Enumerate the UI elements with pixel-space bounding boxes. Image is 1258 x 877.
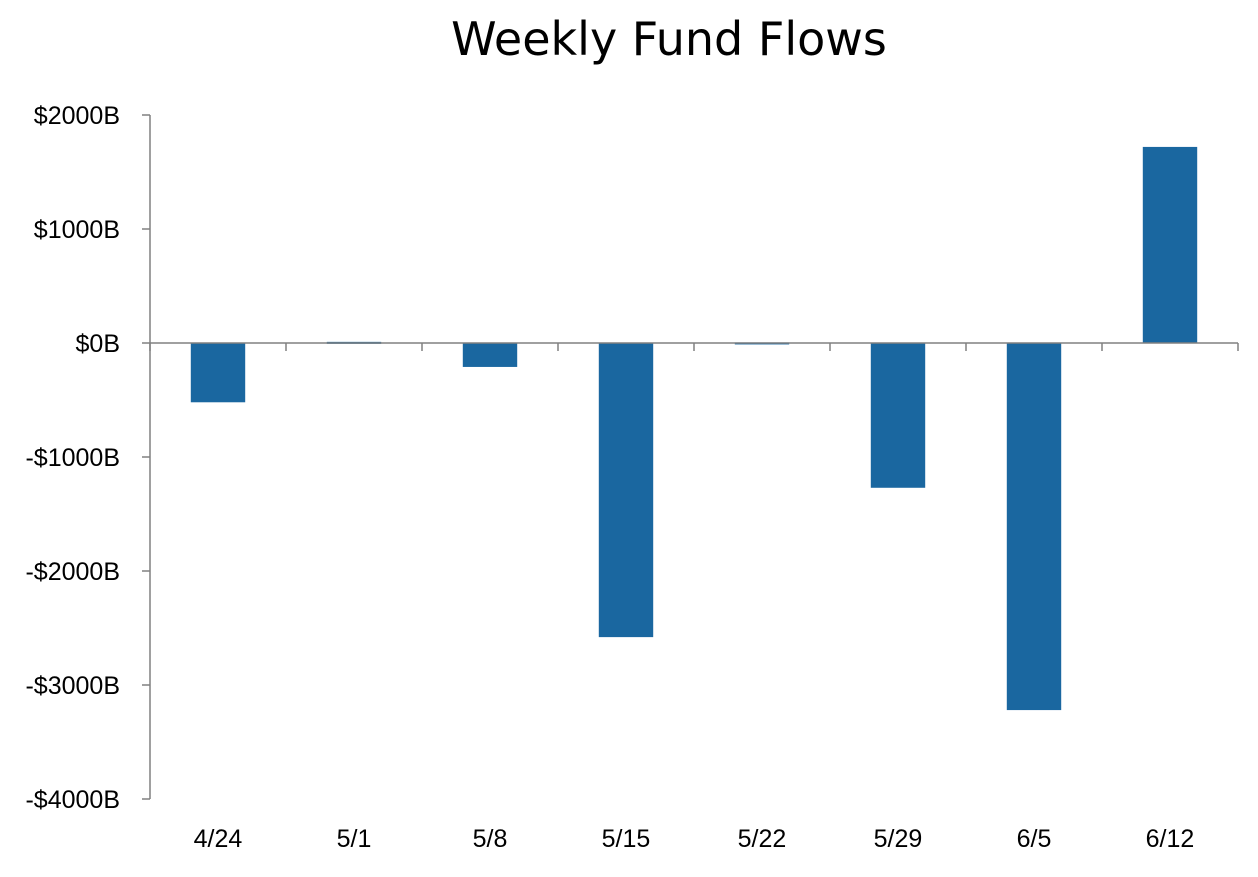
x-tick-label: 5/8 <box>473 825 508 853</box>
x-tick-label: 6/5 <box>1017 825 1052 853</box>
y-tick-label: -$2000B <box>25 558 120 586</box>
x-tick-label: 6/12 <box>1146 825 1195 853</box>
x-tick-label: 5/29 <box>874 825 923 853</box>
bar-series <box>190 146 1198 711</box>
y-tick-label: $1000B <box>34 216 120 244</box>
x-tick-label: 4/24 <box>194 825 243 853</box>
bar-5-8 <box>462 343 518 367</box>
bar-4-24 <box>190 343 246 403</box>
bar-6-12 <box>1142 146 1198 343</box>
x-axis: 4/24 5/1 5/8 5/15 5/22 5/29 6/5 6/12 <box>149 342 1239 853</box>
x-tick-label: 5/22 <box>738 825 787 853</box>
y-axis: $2000B $1000B $0B -$1000B -$2000B -$3000B -$40… <box>25 102 151 814</box>
y-tick-label: $2000B <box>34 102 120 130</box>
y-tick-label: -$3000B <box>25 672 120 700</box>
bar-6-5 <box>1006 343 1062 711</box>
x-tick-label: 5/1 <box>337 825 372 853</box>
y-tick-label: $0B <box>76 330 120 358</box>
y-tick-label: -$4000B <box>25 786 120 814</box>
y-tick-label: -$1000B <box>25 444 120 472</box>
bar-5-29 <box>870 343 926 488</box>
x-tick-label: 5/15 <box>602 825 651 853</box>
bar-5-15 <box>598 343 654 638</box>
chart-title: Weekly Fund Flows <box>451 12 887 66</box>
